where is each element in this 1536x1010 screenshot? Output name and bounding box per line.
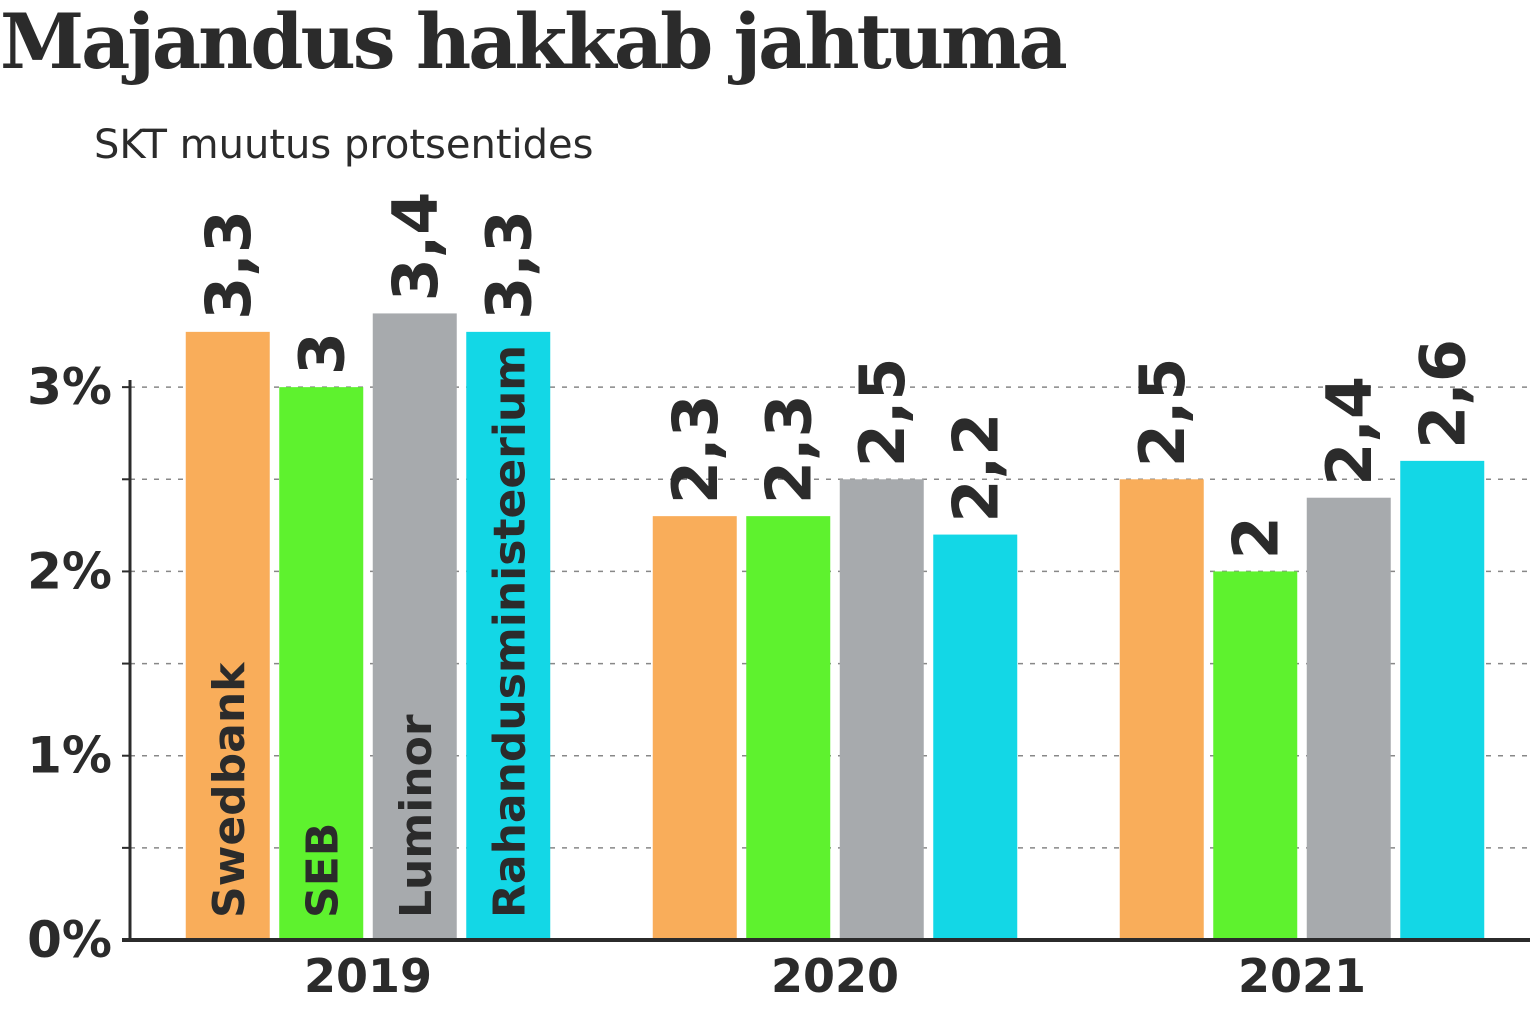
bar (652, 516, 737, 940)
bar (839, 479, 924, 940)
value-label: 2 (1219, 516, 1292, 559)
value-label: 3,3 (472, 210, 545, 320)
x-tick-label: 2019 (304, 949, 432, 1003)
y-tick-label: 1% (27, 727, 112, 785)
y-tick-label: 2% (27, 542, 112, 600)
bar (1400, 460, 1485, 940)
x-tick-label: 2021 (1238, 949, 1366, 1003)
value-label: 2,4 (1313, 376, 1386, 486)
legend-label: Rahandusministeerium (484, 345, 535, 918)
bar (1213, 571, 1298, 940)
value-label: 2,2 (939, 413, 1012, 523)
chart-title: Majandus hakkab jahtuma (0, 0, 1066, 86)
bar (372, 313, 457, 940)
x-tick-label: 2020 (771, 949, 899, 1003)
value-label: 3 (285, 332, 358, 375)
bar (466, 331, 551, 940)
y-tick-label: 3% (27, 358, 112, 416)
value-label: 3,3 (192, 210, 265, 320)
bar (1306, 497, 1391, 940)
bar (746, 516, 831, 940)
bar (185, 331, 270, 940)
bar (933, 534, 1018, 940)
y-tick-label: 0% (27, 911, 112, 969)
chart-subtitle: SKT muutus protsentides (94, 122, 593, 168)
value-label: 3,4 (379, 192, 452, 302)
bar (1119, 479, 1204, 940)
legend-label: SEB (297, 823, 348, 918)
value-label: 2,5 (1126, 357, 1199, 467)
value-label: 2,3 (659, 394, 732, 504)
legend-label: Swedbank (204, 661, 255, 918)
bar (279, 387, 364, 941)
value-label: 2,5 (846, 357, 919, 467)
legend-label: Luminor (391, 714, 442, 918)
value-label: 2,3 (752, 394, 825, 504)
value-label: 2,6 (1406, 339, 1479, 449)
